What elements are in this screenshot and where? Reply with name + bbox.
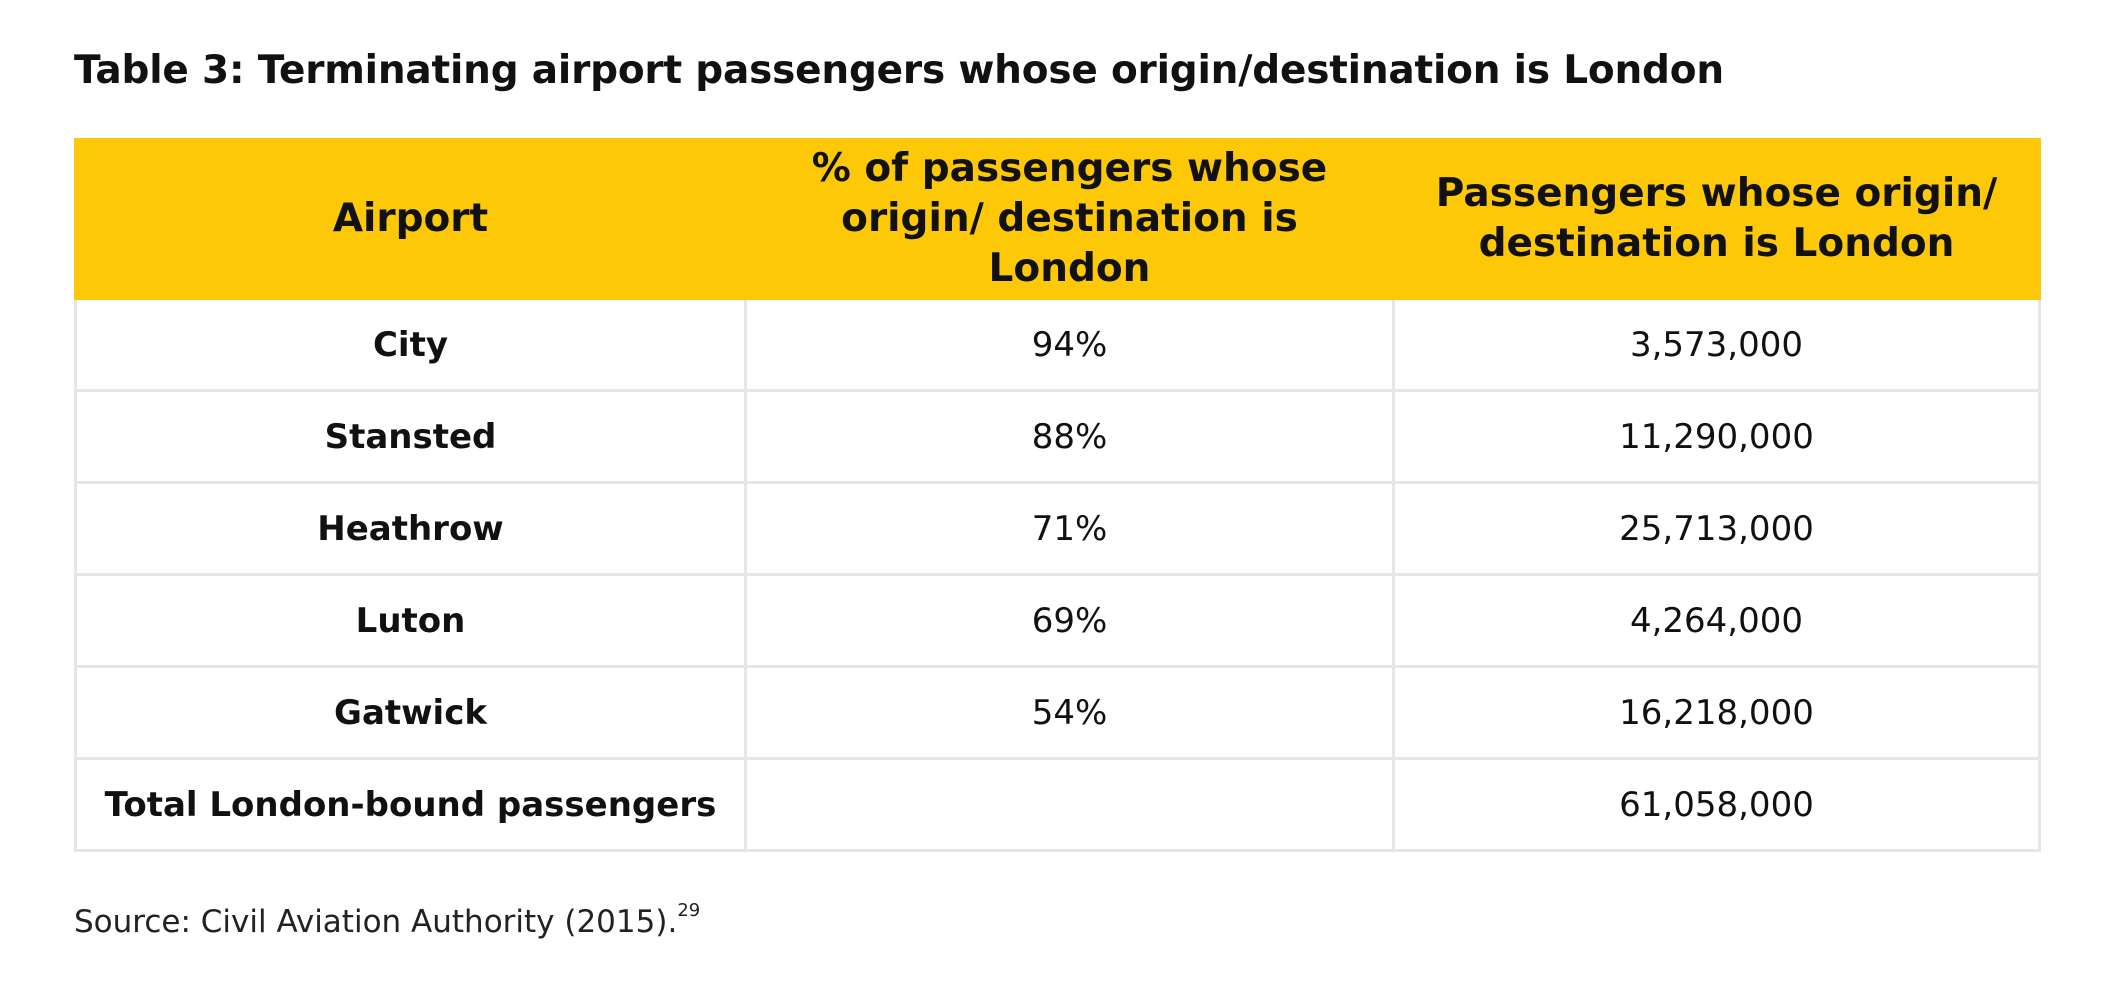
airport-cell: Stansted (74, 389, 747, 484)
total-row: Total London-bound passengers 61,058,000 (74, 757, 2041, 852)
percent-cell (744, 757, 1395, 852)
airport-cell: Heathrow (74, 481, 747, 576)
table-row: Stansted 88% 11,290,000 (74, 389, 2041, 484)
airport-cell: Luton (74, 573, 747, 668)
passengers-cell: 3,573,000 (1392, 297, 2041, 392)
table-row: Gatwick 54% 16,218,000 (74, 665, 2041, 760)
percent-cell: 71% (744, 481, 1395, 576)
table-row: Luton 69% 4,264,000 (74, 573, 2041, 668)
table-title: Table 3: Terminating airport passengers … (74, 48, 1724, 93)
header-row: Airport % of passengers whose origin/ de… (74, 138, 2041, 300)
passenger-table: Airport % of passengers whose origin/ de… (74, 138, 2041, 852)
total-passengers-cell: 61,058,000 (1392, 757, 2041, 852)
percent-cell: 94% (744, 297, 1395, 392)
passengers-cell: 25,713,000 (1392, 481, 2041, 576)
table-row: City 94% 3,573,000 (74, 297, 2041, 392)
header-percent: % of passengers whose origin/ destinatio… (744, 138, 1395, 300)
header-passengers: Passengers whose origin/ destination is … (1392, 138, 2041, 300)
table-row: Heathrow 71% 25,713,000 (74, 481, 2041, 576)
percent-cell: 54% (744, 665, 1395, 760)
percent-cell: 69% (744, 573, 1395, 668)
airport-cell: City (74, 297, 747, 392)
header-airport: Airport (74, 138, 747, 300)
percent-cell: 88% (744, 389, 1395, 484)
total-label-cell: Total London-bound passengers (74, 757, 747, 852)
passengers-cell: 4,264,000 (1392, 573, 2041, 668)
footnote-marker: 29 (677, 900, 701, 921)
source-text: Source: Civil Aviation Authority (2015). (74, 904, 678, 940)
airport-cell: Gatwick (74, 665, 747, 760)
passengers-cell: 11,290,000 (1392, 389, 2041, 484)
source-note: Source: Civil Aviation Authority (2015).… (74, 900, 700, 940)
passengers-cell: 16,218,000 (1392, 665, 2041, 760)
